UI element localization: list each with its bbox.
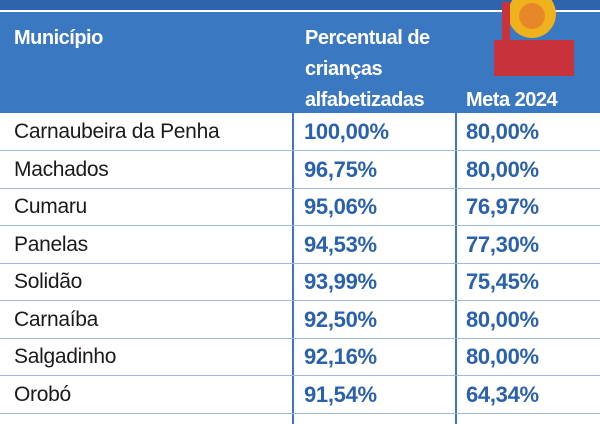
header-cell: Meta 2024 [466,89,558,111]
percentage: 92,16% [304,344,377,369]
municipality: Solidão [14,270,82,293]
percentage: 75,45% [466,269,539,294]
illustration [494,0,574,76]
percentage: 77,30% [466,231,539,257]
municipality: Salgadinho [14,345,117,368]
percentage: 80,00% [466,119,539,144]
percentage: 80,00% [466,156,539,182]
percentage: 95,06% [304,194,377,219]
table-header: Município Percentual de crianças alfabet… [0,0,600,113]
table-row: Carnaíba 92,50% 80,00% [0,301,600,339]
percentage: 94,53% [304,231,377,257]
column-divider [455,12,457,424]
table-row: Cumaru 95,06% 76,97% [0,188,600,226]
percentage: 93,99% [304,269,377,294]
municipality: Carnaubeira da Penha [14,120,220,143]
table-row: Machados 96,75% 80,00% [0,151,600,189]
percentage: 100,00% [304,119,389,144]
table-row: Panelas 94,53% 77,30% [0,226,600,264]
municipality: Machados [14,157,109,181]
header-cell: Município [14,27,103,49]
table-row: Carnaubeira da Penha 100,00% 80,00% [0,113,600,151]
municipality: Cumaru [14,195,87,218]
percentage: 96,75% [304,156,377,182]
percentage: 80,00% [466,306,539,332]
table-row: Orobó 91,54% 64,34% [0,376,600,414]
header-cell: Percentual de crianças alfabetizadas [305,27,430,111]
table-row: Salgadinho 92,16% 80,00% [0,338,600,376]
municipality: Orobó [14,382,71,406]
percentage: 91,54% [304,381,377,407]
percentage: 92,50% [304,306,377,332]
table-row: Solidão 93,99% 75,45% [0,263,600,301]
top-bar [0,0,600,10]
percentage: 76,97% [466,194,539,219]
municipality: Carnaíba [14,307,98,331]
column-divider [292,12,294,424]
percentage: 80,00% [466,344,539,369]
percentage: 64,34% [466,381,539,407]
municipality: Panelas [14,232,88,256]
